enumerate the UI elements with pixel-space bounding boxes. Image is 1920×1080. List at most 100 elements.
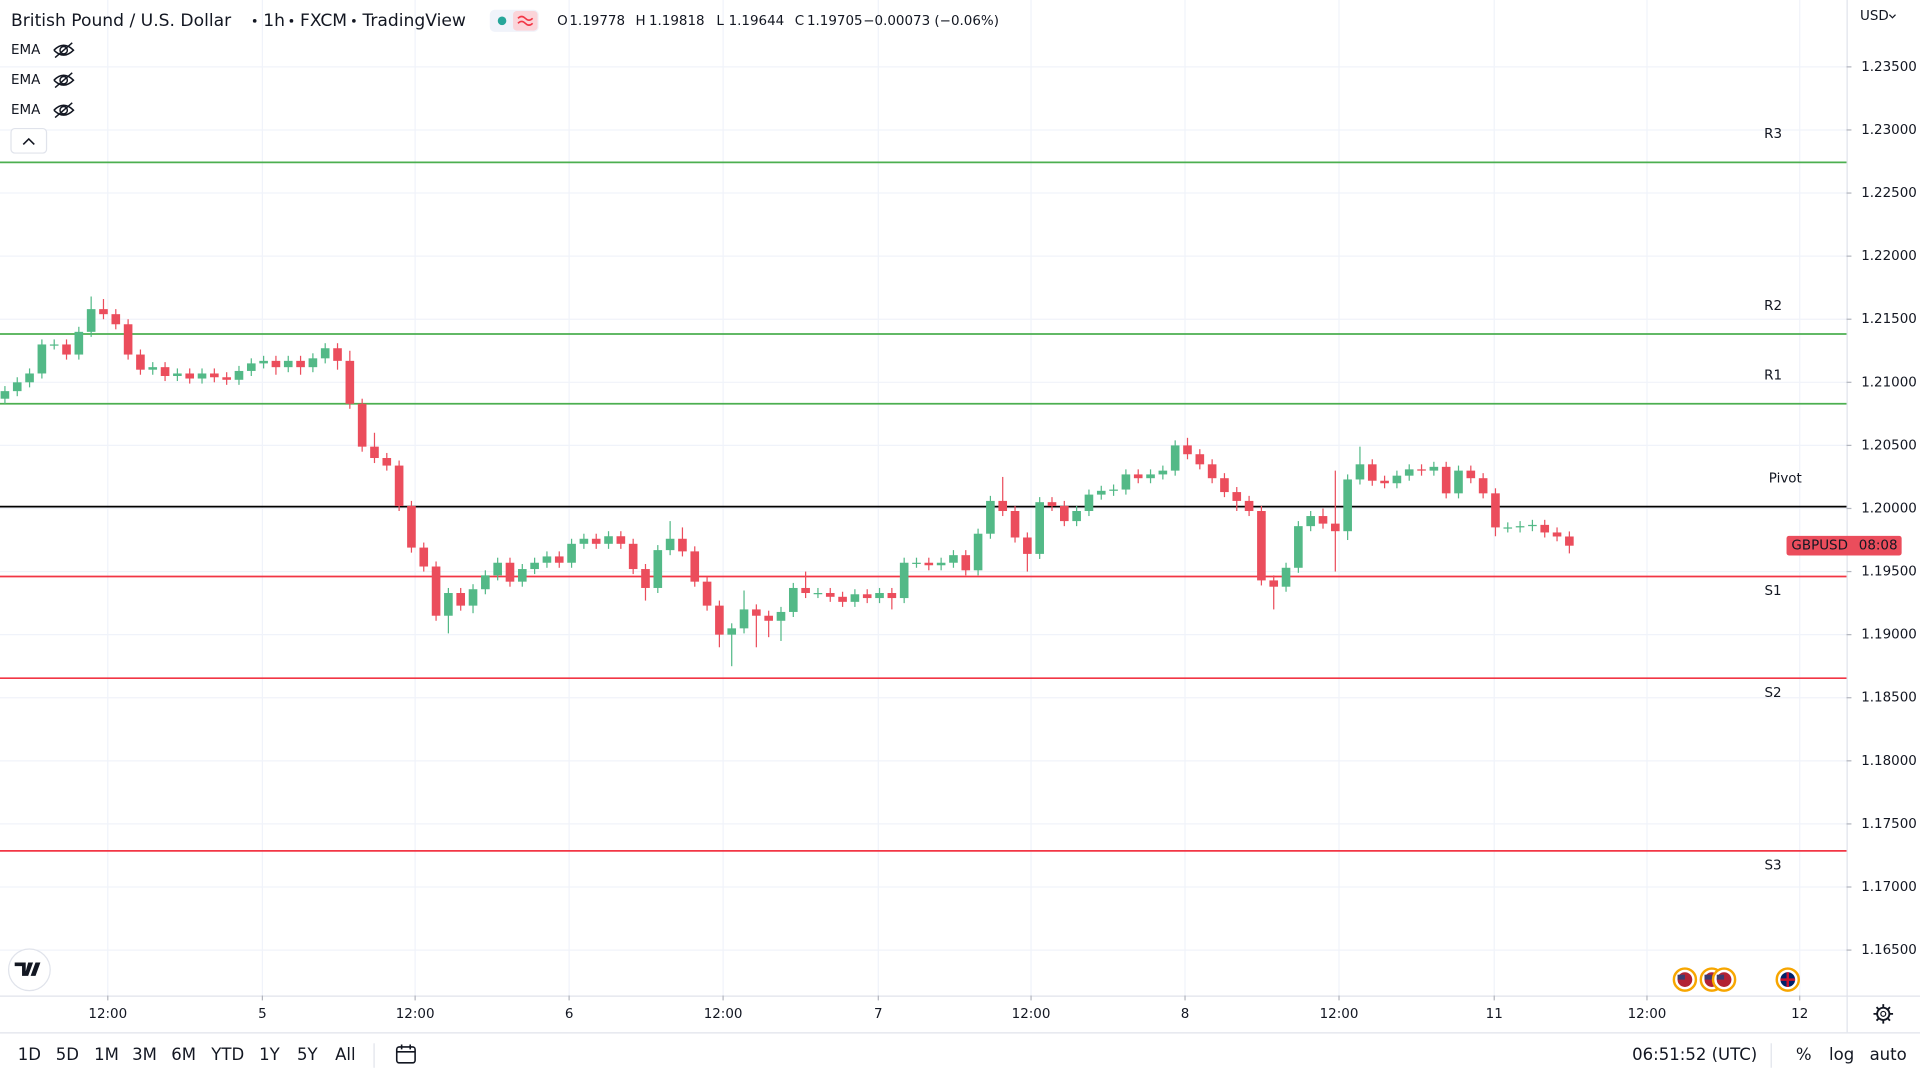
candle-body	[1429, 466, 1439, 471]
candle-body	[1170, 445, 1180, 471]
collapse-button[interactable]	[10, 127, 48, 154]
candle-body	[936, 562, 946, 566]
candle-body	[912, 562, 921, 564]
ohlc-label: C	[795, 14, 804, 29]
indicators: EMA EMA EMA	[11, 42, 75, 119]
ohlc-value: 1.19818	[649, 14, 705, 29]
hidden-icon[interactable]	[53, 72, 75, 89]
y-tick-label: 1.23000	[1861, 123, 1917, 138]
candle-body	[875, 593, 884, 599]
candle-body	[382, 458, 392, 466]
x-tick-label: 7	[874, 1007, 883, 1022]
candle-body	[1220, 478, 1229, 493]
candle-body	[825, 593, 835, 597]
candle-body	[136, 354, 145, 370]
price-tag	[1786, 535, 1902, 556]
candle-body	[210, 373, 219, 378]
delayed-badge	[513, 11, 538, 31]
candle-body	[788, 587, 798, 612]
x-tick-label: 12:00	[396, 1007, 435, 1022]
chevron-up	[22, 137, 35, 146]
candle-body	[1417, 469, 1426, 471]
range-button[interactable]: 5D	[56, 1045, 79, 1064]
candle-body	[1010, 511, 1020, 538]
source: TradingView	[361, 11, 465, 31]
candle-body	[1367, 464, 1377, 481]
candle-body	[986, 500, 995, 534]
candle-body	[1072, 511, 1081, 522]
range-button[interactable]: 5Y	[297, 1045, 319, 1064]
candle-body	[1404, 469, 1414, 476]
indicator-name[interactable]: EMA	[11, 43, 41, 58]
delayed-icon	[517, 15, 534, 26]
x-tick-label: 5	[258, 1007, 267, 1022]
candle-body	[49, 344, 59, 346]
candle-body	[1084, 494, 1094, 512]
plot-area: R3 R2 R1 Pivot S1 S2 S3	[0, 0, 1847, 996]
range-button[interactable]: YTD	[210, 1045, 244, 1064]
candle-body	[370, 446, 379, 459]
candle-body	[665, 538, 675, 551]
candle-body	[998, 500, 1008, 512]
currency[interactable]: USD	[1860, 9, 1889, 24]
candle-body	[567, 543, 576, 563]
range-button[interactable]: 1M	[94, 1045, 119, 1064]
candle-body	[1380, 480, 1389, 484]
tradingview-logo	[7, 948, 51, 992]
indicator-name[interactable]: EMA	[11, 73, 41, 88]
candle-body	[148, 367, 158, 370]
candle-body	[690, 551, 700, 582]
candle-body	[1503, 527, 1513, 529]
candle-body	[678, 538, 687, 552]
candle-body	[1454, 470, 1463, 494]
y-tick-label: 1.18500	[1861, 691, 1917, 706]
candle-body	[1207, 464, 1217, 479]
scale-option[interactable]: log	[1829, 1045, 1854, 1064]
y-tick-label: 1.17500	[1861, 817, 1917, 832]
candle-body	[776, 611, 786, 621]
range-buttons: 1D 5D 1M 3M 6M YTD 1Y 5Y All	[18, 1045, 356, 1064]
scale-option[interactable]: auto	[1870, 1045, 1907, 1064]
candle-body	[185, 373, 195, 379]
candle-body	[616, 536, 626, 544]
candle-body	[641, 569, 650, 588]
pivot-label: S3	[1765, 859, 1782, 874]
indicator-name[interactable]: EMA	[11, 103, 41, 118]
clock[interactable]: 06:51:52 (UTC)	[1632, 1045, 1757, 1064]
hidden-icon[interactable]	[53, 102, 75, 119]
candle-body	[813, 593, 823, 595]
y-tick-label: 1.23500	[1861, 60, 1917, 75]
candle-body	[1096, 490, 1106, 495]
candle-body	[1491, 493, 1500, 528]
candle-body	[1269, 580, 1279, 587]
candle-body	[949, 555, 958, 563]
event-flags[interactable]	[1672, 967, 1800, 992]
range-button[interactable]: All	[335, 1045, 355, 1064]
interval[interactable]: 1h	[263, 11, 285, 31]
ohlc-value: 1.19644	[729, 14, 785, 29]
candle-body	[1158, 470, 1168, 475]
candle-body	[0, 391, 10, 399]
scale-option[interactable]: %	[1796, 1045, 1812, 1064]
candle-body	[246, 363, 256, 371]
candle-body	[345, 360, 355, 404]
candle-body	[1552, 532, 1562, 537]
price-tag-countdown: 08:08	[1859, 539, 1898, 554]
separator	[289, 18, 294, 23]
candle-body	[727, 628, 737, 635]
x-tick-label: 12:00	[1012, 1007, 1051, 1022]
candle-body	[197, 373, 207, 379]
y-tick-label: 1.17000	[1861, 880, 1917, 895]
range-button[interactable]: 1D	[18, 1045, 41, 1064]
x-tick-label: 12:00	[704, 1007, 743, 1022]
candle-body	[1294, 526, 1303, 568]
candle-body	[1281, 567, 1291, 587]
hidden-icon[interactable]	[53, 42, 75, 59]
y-tick-label: 1.19000	[1861, 628, 1917, 643]
range-button[interactable]: 1Y	[259, 1045, 281, 1064]
range-button[interactable]: 6M	[171, 1045, 196, 1064]
settings-button[interactable]	[1873, 1004, 1894, 1024]
date-range-button[interactable]	[395, 1044, 416, 1064]
symbol-name: British Pound / U.S. Dollar	[11, 11, 232, 31]
range-button[interactable]: 3M	[132, 1045, 157, 1064]
